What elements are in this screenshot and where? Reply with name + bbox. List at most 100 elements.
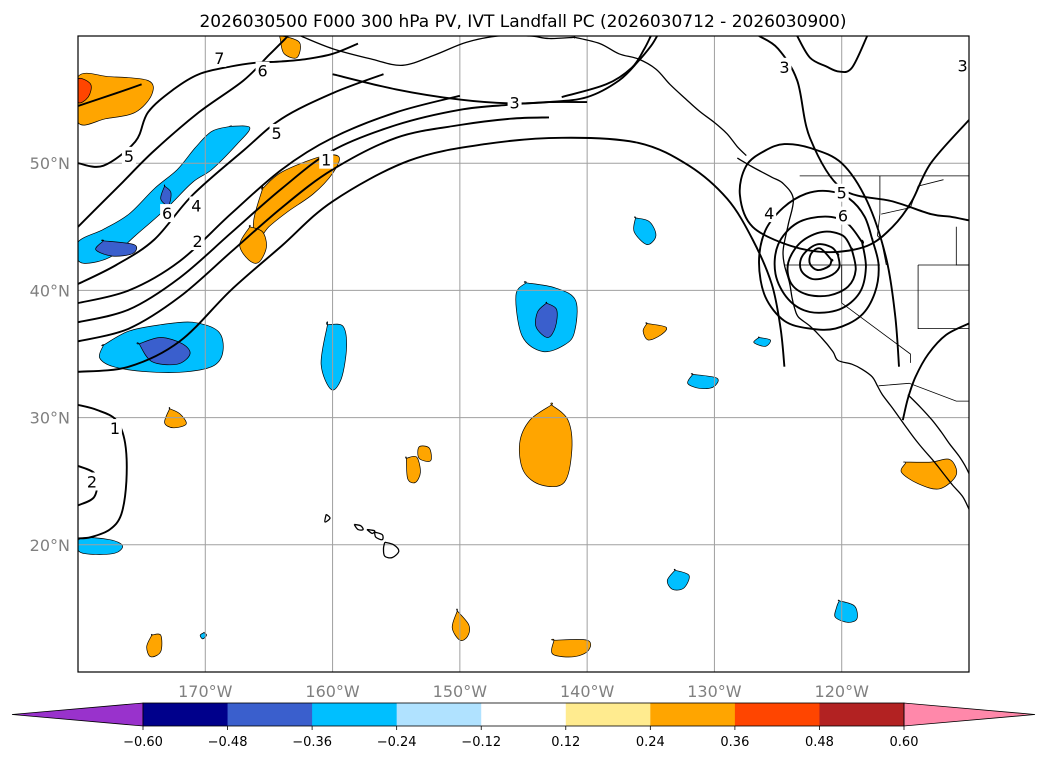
pv-label-14: 1 [110, 419, 120, 438]
colorbar-bin-6 [650, 703, 736, 726]
colorbar-bin-1 [227, 703, 313, 726]
map-frame [77, 35, 970, 673]
pv-contour-5-15 [758, 189, 880, 331]
pv-contour-3-20 [901, 322, 969, 421]
pv-label-5: 5 [124, 147, 134, 166]
pv-label-bg-12 [835, 206, 850, 225]
colorbar-extend-low [11, 702, 144, 727]
lon-tick-label-3: 140°W [560, 682, 615, 701]
pv-label-bg-11 [834, 183, 849, 202]
pv-contour-2-3 [78, 116, 550, 343]
colorbar-bin-3 [396, 703, 482, 726]
border-9 [955, 226, 969, 266]
colorbar-bin-4 [481, 703, 567, 726]
pv-label-7: 1 [321, 151, 331, 170]
pv-label-bg-15 [85, 472, 100, 491]
colorbar-tick-label-5: 0.12 [551, 735, 580, 750]
border-2 [878, 382, 969, 402]
ivt-region-25 [666, 568, 690, 591]
ivt-region-18 [146, 633, 163, 658]
coastline-4 [324, 513, 331, 523]
coastline-0 [300, 36, 575, 66]
lon-tick-label-4: 130°W [687, 682, 742, 701]
ivt-region-15 [405, 455, 421, 484]
pv-contour-6-7 [78, 36, 289, 228]
border-8 [917, 265, 969, 329]
lon-tick-label-0: 170°W [178, 682, 233, 701]
ivt-region-13 [535, 301, 558, 338]
latitude-tick-labels: 20°N 30°N 40°N 50°N [30, 154, 70, 555]
pv-contour-8-18 [799, 243, 841, 281]
ivt-region-3 [252, 154, 340, 243]
colorbar-bin-7 [734, 703, 820, 726]
ivt-region-2 [279, 36, 301, 59]
pv-label-6: 5 [271, 124, 281, 143]
ivt-region-4 [239, 224, 267, 264]
ivt-region-22 [633, 216, 657, 245]
lat-tick-label-3: 50°N [30, 154, 70, 173]
longitude-tick-labels: 170°W 160°W 150°W 140°W 130°W 120°W [178, 682, 869, 701]
pv-contour-4-11 [561, 36, 652, 99]
coastline-5 [353, 523, 364, 531]
coastline-8 [382, 541, 400, 559]
colorbar-tick-label-8: 0.48 [805, 735, 834, 750]
pv-label-10: 2 [193, 232, 203, 251]
colorbar-frame [142, 702, 905, 727]
pv-contour-7-17 [786, 230, 857, 298]
colorbar-tick-label-2: −0.36 [292, 735, 332, 750]
pv-contour-4-5 [78, 94, 461, 305]
ivt-region-7 [160, 184, 172, 206]
colorbar-extend-high [903, 702, 1036, 727]
lat-tick-label-1: 30°N [30, 409, 70, 428]
colorbar-tick-label-1: −0.48 [208, 735, 248, 750]
colorbar-bin-2 [312, 703, 398, 726]
lat-tick-label-2: 40°N [30, 281, 70, 300]
ivt-region-28 [900, 458, 958, 490]
colorbar-tick-label-6: 0.24 [636, 735, 665, 750]
pv-contour-9-19 [808, 247, 834, 271]
pv-label-2: 3 [509, 93, 519, 112]
colorbar-tick-label-7: 0.36 [720, 735, 749, 750]
lon-tick-label-1: 160°W [305, 682, 360, 701]
lat-tick-label-0: 20°N [30, 536, 70, 555]
pv-label-bg-9 [189, 196, 204, 215]
pv-contour-3-8 [78, 42, 359, 168]
ivt-region-10 [78, 537, 123, 555]
pv-label-4: 3 [958, 57, 968, 76]
pv-label-bg-6 [269, 123, 284, 142]
pv-label-13: 4 [764, 204, 774, 223]
pv-label-bg-1 [255, 61, 270, 80]
pv-label-bg-4 [955, 56, 970, 75]
colorbar: −0.60 −0.48 −0.36 −0.24 −0.12 0.12 0.24 0.36 0.4… [11, 702, 1036, 750]
colorbar-tick-label-3: −0.24 [377, 735, 417, 750]
pv-label-11: 5 [837, 184, 847, 203]
coastline-7 [373, 531, 384, 541]
colorbar-bin-5 [565, 703, 651, 726]
pv-label-bg-8 [160, 204, 175, 223]
pv-label-12: 6 [838, 207, 848, 226]
coastline-3 [907, 394, 969, 474]
chart-title: 2026030500 F000 300 hPa PV, IVT Landfall… [199, 12, 846, 32]
ivt-shading-layer [78, 36, 958, 658]
pv-label-bg-5 [121, 146, 136, 165]
ivt-region-26 [834, 599, 858, 623]
pv-contour-3-9 [78, 83, 142, 107]
pv-label-bg-7 [319, 150, 334, 169]
coastline-1 [574, 36, 747, 157]
pv-label-0: 7 [214, 49, 224, 68]
pv-label-15: 2 [87, 472, 97, 491]
ivt-region-14 [518, 402, 573, 488]
ivt-region-24 [753, 336, 771, 347]
pv-contour-5-6 [78, 73, 384, 285]
ivt-region-16 [417, 445, 432, 462]
pv-label-bg-10 [190, 232, 205, 251]
colorbar-tick-label-9: 0.60 [890, 735, 919, 750]
ivt-region-1 [78, 78, 92, 104]
colorbar-tick-label-0: −0.60 [123, 735, 163, 750]
pv-label-3: 3 [779, 58, 789, 77]
ivt-region-11 [320, 321, 347, 391]
pv-label-bg-0 [212, 48, 227, 67]
pv-contour-4-14 [796, 36, 869, 73]
ivt-region-21 [642, 322, 668, 341]
